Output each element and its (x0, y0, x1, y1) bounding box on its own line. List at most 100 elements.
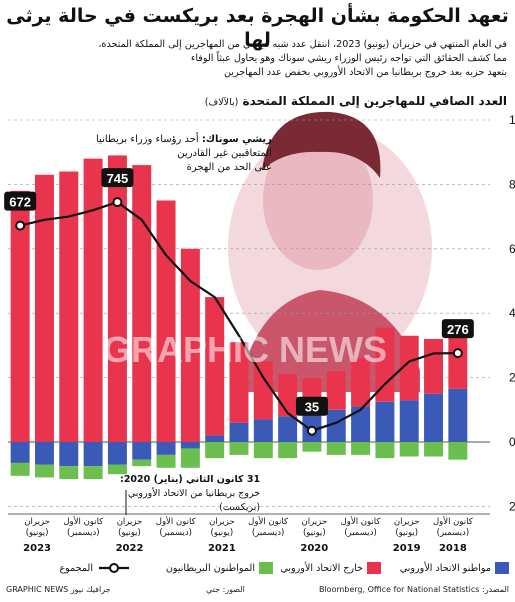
legend-noneu: خارج الاتحاد الأوروبي (280, 562, 381, 574)
x-tick-label: (ديسمبر) (344, 528, 377, 538)
bar-british (132, 459, 152, 467)
x-tick-label: حزيران (117, 517, 143, 527)
source-note: المصدر: Bloomberg, Office for National S… (318, 585, 509, 594)
bar-british (10, 462, 30, 476)
bar-non_eu (424, 338, 444, 394)
series-total-line (19, 200, 458, 432)
sunak-annotation: ريشي سوناك: أحد رؤساء وزراء بريطانيا الم… (96, 133, 272, 175)
x-tick-label: (يونيو) (118, 528, 141, 538)
bar-british (180, 448, 200, 468)
chart-legend: مواطنو الاتحاد الأوروبي خارج الاتحاد الأ… (6, 562, 509, 582)
x-tick-label: حزيران (394, 517, 420, 527)
bar-non_eu (132, 165, 152, 442)
y-tick-label: 600 (509, 242, 515, 256)
bar-non_eu (351, 358, 371, 407)
bar-british (83, 466, 103, 480)
bar-eu (156, 442, 176, 455)
y-tick-label: 1000 (509, 113, 515, 127)
bar-british (107, 464, 127, 475)
bar-british (156, 454, 176, 468)
x-year-label: 2023 (23, 543, 51, 554)
bar-british (278, 442, 298, 459)
bar-eu (180, 442, 200, 449)
x-tick-label: كانون الأول (63, 516, 104, 527)
data-label-box (4, 191, 37, 211)
x-year-label: 2020 (300, 543, 328, 554)
bar-eu (83, 442, 103, 467)
brexit-annotation: 31 كانون الثاني (يناير) 2020: خروج بريطا… (120, 473, 260, 515)
bar-british (375, 442, 395, 459)
bar-eu (205, 435, 225, 442)
legend-total: المجموع (59, 562, 131, 574)
brexit-line2: (بريكست) (219, 502, 261, 513)
x-tick-label: كانون الأول (156, 516, 197, 527)
data-label: 745 (107, 171, 129, 186)
legend-eu: مواطنو الاتحاد الأوروبي (400, 562, 509, 574)
x-tick-label: كانون الأول (433, 516, 474, 527)
bar-british (59, 466, 79, 480)
brexit-line1: خروج بريطانيا من الاتحاد الأوروبي (127, 488, 261, 499)
y-tick-label: -200 (509, 499, 515, 513)
bar-british (424, 442, 444, 457)
watermark: GRAPHIC NEWS (103, 329, 387, 370)
total-point (15, 220, 26, 231)
x-tick-label: (ديسمبر) (437, 528, 470, 538)
data-label-box (441, 319, 474, 339)
bar-non_eu (34, 174, 54, 443)
legend-eu-swatch (495, 562, 509, 574)
y-tick-label: 800 (509, 177, 515, 191)
bar-non_eu (278, 374, 298, 417)
bar-non_eu (253, 361, 273, 420)
bar-british (205, 442, 225, 459)
sunak-line3: على الحد من الهجرة (186, 162, 272, 173)
bar-non_eu (375, 327, 395, 402)
x-tick-label: (يونيو) (211, 528, 234, 538)
sunak-line2: المتعاقبين غير القادرين (177, 148, 272, 159)
subtitle-line-3: بتعهد حزبه بعد خروج بريطانيا من الاتحاد … (223, 67, 507, 78)
legend-british: المواطنون البريطانيون (166, 562, 273, 574)
bar-eu (253, 419, 273, 442)
x-year-label: 2022 (116, 543, 144, 554)
legend-noneu-swatch (367, 562, 381, 574)
bar-non_eu (156, 200, 176, 442)
chart-title: العدد الصافي للمهاجرين إلى المملكة المتح… (205, 94, 507, 108)
bar-eu (278, 416, 298, 442)
subtitle-line-2: مما كشف الحقائق التي تواجه رئيس الوزراء … (190, 53, 507, 64)
bar-eu (399, 400, 419, 442)
y-tick-label: 400 (509, 306, 515, 320)
legend-total-swatch (99, 563, 129, 573)
bar-eu (34, 442, 54, 465)
bar-non_eu (180, 248, 200, 442)
total-point (306, 425, 317, 436)
chart-unit: (بالآلاف) (204, 97, 239, 108)
y-tick-label: 200 (509, 371, 515, 385)
total-point (112, 197, 123, 208)
bar-eu (424, 393, 444, 442)
x-tick-label: (ديسمبر) (67, 528, 100, 538)
bar-eu (229, 422, 249, 442)
bar-british (326, 442, 346, 455)
bar-british (448, 442, 468, 460)
bar-british (229, 442, 249, 455)
x-tick-label: (ديسمبر) (159, 528, 192, 538)
bar-eu (351, 406, 371, 442)
data-label-box (101, 168, 134, 188)
x-tick-label: حزيران (301, 517, 327, 527)
bar-eu (107, 442, 127, 465)
bar-eu (132, 442, 152, 460)
x-tick-label: (يونيو) (26, 528, 49, 538)
bar-british (351, 442, 371, 455)
bar-eu (448, 388, 468, 442)
data-label: 35 (305, 400, 319, 415)
x-tick-label: حزيران (209, 517, 235, 527)
bar-non_eu (83, 158, 103, 442)
legend-eu-label: مواطنو الاتحاد الأوروبي (399, 562, 491, 574)
photo-credit: الصور: جتي (206, 585, 245, 594)
bar-eu (326, 409, 346, 442)
sunak-line1: أحد رؤساء وزراء بريطانيا (96, 134, 199, 145)
bar-british (34, 464, 54, 478)
data-label: 672 (9, 195, 31, 210)
x-tick-label: كانون الأول (341, 516, 382, 527)
